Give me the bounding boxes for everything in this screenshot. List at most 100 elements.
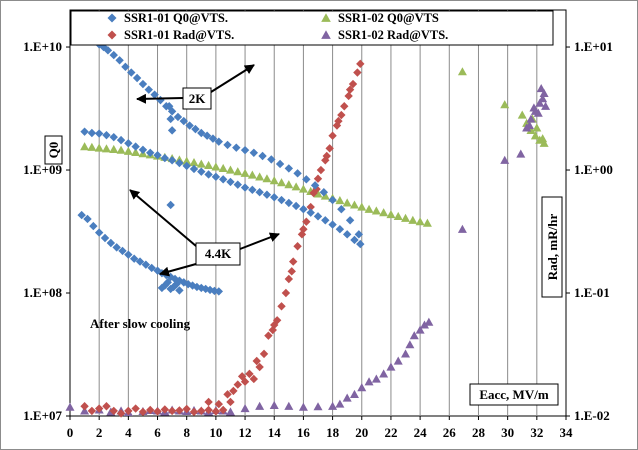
data-point bbox=[342, 198, 352, 207]
y2-axis-ticks: 1.E-02 1.E-01 1.E+00 1.E+01 bbox=[566, 39, 613, 423]
data-point bbox=[321, 216, 330, 225]
annotations: Q0 Rad, mR/hr Eacc, MV/m 2K 4.4K After slow c… bbox=[44, 87, 563, 406]
data-point bbox=[197, 167, 206, 176]
data-point bbox=[240, 168, 250, 177]
data-point bbox=[293, 169, 302, 178]
data-point bbox=[109, 132, 118, 142]
data-point bbox=[196, 159, 206, 168]
grid-lines bbox=[98, 10, 538, 416]
data-point bbox=[350, 235, 359, 245]
y-axis-label: Q0 bbox=[44, 135, 63, 165]
data-point bbox=[94, 143, 104, 152]
data-point bbox=[131, 142, 140, 151]
x-tick-label: 28 bbox=[472, 425, 486, 440]
data-point bbox=[172, 279, 181, 289]
data-point bbox=[211, 162, 221, 171]
data-point bbox=[337, 205, 346, 214]
data-point bbox=[146, 148, 155, 158]
data-point bbox=[529, 103, 539, 112]
data-point bbox=[232, 143, 241, 152]
y-axis-label-box bbox=[44, 135, 63, 165]
data-point bbox=[150, 90, 159, 99]
series-2 bbox=[80, 59, 365, 418]
annotation-arrow bbox=[210, 64, 255, 93]
data-point bbox=[135, 257, 145, 266]
data-point bbox=[500, 155, 510, 164]
data-point bbox=[225, 407, 235, 416]
data-point bbox=[121, 62, 130, 72]
data-point bbox=[349, 389, 359, 398]
data-point bbox=[393, 211, 403, 220]
data-point bbox=[103, 46, 113, 55]
data-point bbox=[379, 369, 389, 378]
data-point bbox=[252, 356, 261, 366]
data-point bbox=[386, 362, 396, 371]
data-point bbox=[83, 214, 92, 224]
data-point bbox=[77, 210, 86, 220]
data-point bbox=[138, 145, 148, 155]
y-tick-label: 1.E+07 bbox=[23, 408, 62, 423]
data-point bbox=[237, 372, 247, 381]
data-point bbox=[109, 406, 118, 416]
data-point bbox=[371, 374, 381, 383]
data-point bbox=[153, 150, 162, 160]
data-point bbox=[354, 230, 364, 239]
data-point bbox=[208, 134, 218, 143]
data-point bbox=[182, 156, 192, 165]
data-point bbox=[175, 286, 184, 295]
data-point bbox=[457, 67, 467, 76]
data-point bbox=[179, 116, 188, 126]
data-point bbox=[289, 257, 298, 266]
data-point bbox=[166, 114, 175, 124]
data-point bbox=[328, 195, 337, 205]
annotation-2k: 2K bbox=[189, 91, 207, 106]
data-point bbox=[539, 88, 549, 97]
data-point bbox=[153, 407, 162, 416]
data-point bbox=[344, 91, 353, 101]
data-point bbox=[259, 349, 269, 359]
data-point bbox=[262, 190, 272, 199]
data-point bbox=[270, 193, 279, 202]
data-point bbox=[345, 85, 355, 94]
data-point bbox=[306, 202, 315, 212]
x-tick-label: 12 bbox=[239, 425, 252, 440]
data-point bbox=[342, 393, 352, 402]
data-point bbox=[342, 230, 352, 239]
data-point bbox=[144, 85, 153, 94]
y2-tick-label: 1.E-01 bbox=[574, 285, 610, 300]
data-point bbox=[299, 225, 308, 234]
data-point bbox=[415, 217, 425, 226]
data-point bbox=[175, 406, 184, 415]
data-point bbox=[517, 110, 527, 119]
data-point bbox=[313, 402, 323, 411]
data-point bbox=[284, 164, 294, 173]
data-point bbox=[123, 146, 133, 155]
annotation-arrows bbox=[129, 64, 280, 277]
data-point bbox=[182, 161, 191, 171]
data-point bbox=[115, 56, 124, 65]
data-point bbox=[94, 404, 104, 413]
x-tick-label: 32 bbox=[530, 425, 543, 440]
data-point bbox=[328, 131, 337, 140]
data-point bbox=[386, 209, 396, 219]
data-point bbox=[129, 254, 139, 263]
data-point bbox=[202, 131, 212, 140]
data-point bbox=[364, 204, 374, 213]
data-point bbox=[298, 184, 308, 193]
data-point bbox=[538, 94, 548, 103]
annotation-slow-cooling: After slow cooling bbox=[90, 316, 191, 331]
x-tick-label: 4 bbox=[125, 425, 132, 440]
x-tick-label: 6 bbox=[154, 425, 161, 440]
data-point bbox=[211, 407, 221, 416]
legend: SSR1-01 Q0@VTS. SSR1-02 Q0@VTS SSR1-01 Rad… bbox=[70, 10, 554, 46]
data-point bbox=[226, 397, 235, 407]
data-point bbox=[204, 170, 213, 179]
x-tick-label: 8 bbox=[183, 425, 190, 440]
data-point bbox=[325, 144, 334, 153]
data-point bbox=[539, 138, 549, 147]
y-tick-label: 1.E+10 bbox=[23, 39, 62, 54]
data-point bbox=[287, 267, 296, 276]
data-point bbox=[160, 405, 170, 414]
data-point bbox=[116, 135, 126, 145]
